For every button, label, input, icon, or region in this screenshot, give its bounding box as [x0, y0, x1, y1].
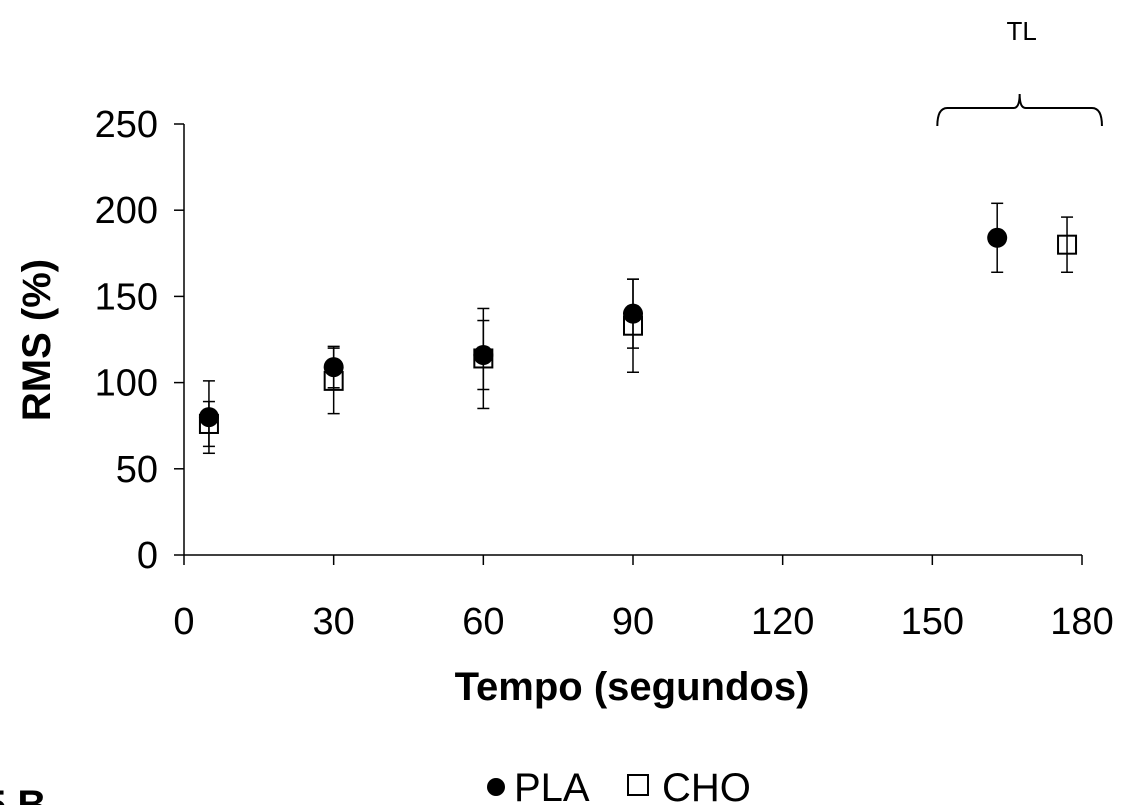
chart-marks	[198, 202, 1078, 455]
data-point-cho	[473, 348, 494, 369]
tl-brace	[936, 93, 1103, 127]
series-pla	[198, 202, 1008, 455]
data-point-cho	[198, 413, 219, 434]
data-point-cho	[323, 370, 344, 391]
legend-cho-marker	[627, 774, 649, 796]
tl-annotation: TL	[936, 16, 1103, 127]
legend: PLA CHO	[487, 766, 751, 805]
y-tick-label: 100	[95, 363, 158, 405]
y-tick-label: 150	[95, 276, 158, 318]
y-tick-label: 250	[95, 104, 158, 146]
panel-label: 5 B	[0, 783, 46, 805]
x-tick-label: 150	[901, 601, 964, 643]
x-axis-title: Tempo (segundos)	[455, 665, 810, 709]
legend-cho-label: CHO	[662, 766, 751, 805]
x-tick-label: 30	[313, 601, 355, 643]
tl-label: TL	[1006, 16, 1036, 46]
data-point-cho	[623, 315, 643, 336]
series-cho	[198, 216, 1078, 448]
legend-pla-marker	[487, 778, 505, 796]
x-tick-label: 120	[751, 601, 814, 643]
data-point-cho	[1057, 234, 1078, 255]
x-tick-label: 60	[462, 601, 504, 643]
x-tick-label: 0	[173, 601, 194, 643]
y-axis-title: RMS (%)	[15, 259, 59, 421]
y-tick-label: 200	[95, 190, 158, 232]
x-tick-label: 90	[612, 601, 654, 643]
data-point-pla	[987, 227, 1008, 248]
y-tick-label: 0	[137, 535, 158, 577]
legend-pla-label: PLA	[514, 766, 590, 805]
y-tick-label: 50	[116, 449, 158, 491]
axes: 0 50 100 150 200 250 0 30 60 90 120 150 180	[95, 104, 1114, 643]
x-tick-label: 180	[1050, 601, 1113, 643]
